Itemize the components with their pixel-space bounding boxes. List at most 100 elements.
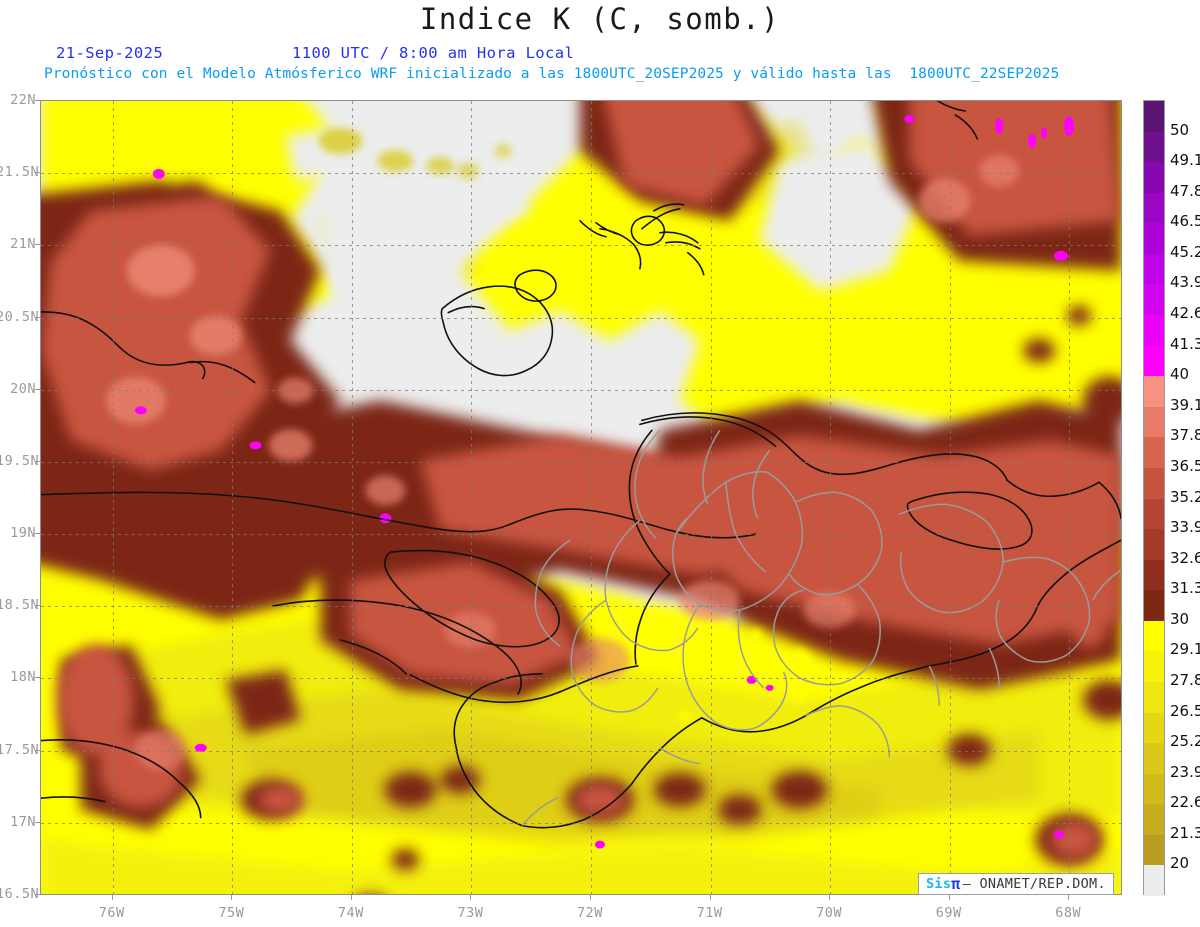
colorbar-tick-label: 49.1 bbox=[1170, 151, 1200, 170]
lat-tick bbox=[35, 172, 40, 174]
colorbar-tick-label: 25.2 bbox=[1170, 732, 1200, 751]
lon-tick bbox=[709, 895, 711, 900]
colorbar-tick-label: 26.5 bbox=[1170, 701, 1200, 720]
lon-tick bbox=[1068, 895, 1070, 900]
lat-label: 17.5N bbox=[0, 741, 40, 758]
lon-tick bbox=[350, 895, 352, 900]
lon-tick bbox=[829, 895, 831, 900]
colorbar-segment bbox=[1144, 498, 1164, 530]
colorbar-segment bbox=[1144, 376, 1164, 408]
lon-label: 68W bbox=[1055, 905, 1082, 921]
map-plot-area[interactable] bbox=[40, 100, 1122, 895]
colorbar-segment bbox=[1144, 804, 1164, 836]
lat-tick bbox=[35, 460, 40, 462]
colorbar-segment bbox=[1144, 406, 1164, 438]
lat-tick bbox=[35, 677, 40, 679]
lat-tick bbox=[35, 388, 40, 390]
colorbar-tick-label: 27.8 bbox=[1170, 670, 1200, 689]
lat-label: 22N bbox=[10, 92, 36, 108]
lat-tick bbox=[35, 605, 40, 607]
colorbar-tick-label: 22.6 bbox=[1170, 793, 1200, 812]
lat-label: 17N bbox=[10, 813, 36, 830]
colorbar-segment bbox=[1144, 529, 1164, 561]
colorbar-tick-label: 21.3 bbox=[1170, 823, 1200, 842]
colorbar-tick-label: 47.8 bbox=[1170, 181, 1200, 200]
lon-label: 76W bbox=[98, 905, 125, 921]
lat-tick bbox=[35, 821, 40, 823]
lon-tick bbox=[231, 895, 233, 900]
colorbar-tick-label: 40 bbox=[1170, 365, 1190, 384]
colorbar-segment bbox=[1144, 162, 1164, 194]
k-index-field bbox=[41, 101, 1121, 894]
lon-tick bbox=[948, 895, 950, 900]
colorbar-tick-label: 50 bbox=[1170, 120, 1190, 139]
lat-tick bbox=[35, 533, 40, 535]
colorbar-segment bbox=[1144, 590, 1164, 622]
colorbar-segment bbox=[1144, 773, 1164, 805]
lat-label: 20N bbox=[10, 380, 36, 397]
colorbar-segment bbox=[1144, 315, 1164, 347]
page-title: Indice K (C, somb.) bbox=[419, 2, 781, 36]
colorbar-tick-label: 41.3 bbox=[1170, 334, 1200, 353]
lat-label: 18.5N bbox=[0, 597, 40, 614]
colorbar-segment bbox=[1144, 223, 1164, 255]
colorbar-segment bbox=[1144, 253, 1164, 286]
lon-tick bbox=[589, 895, 591, 900]
lon-tick bbox=[111, 895, 113, 900]
colorbar-tick-label: 31.3 bbox=[1170, 579, 1200, 598]
lat-label: 19N bbox=[10, 525, 36, 542]
colorbar-segment bbox=[1144, 620, 1164, 652]
colorbar-segment bbox=[1144, 559, 1164, 591]
lat-tick bbox=[35, 749, 40, 751]
colorbar-tick-label: 36.5 bbox=[1170, 456, 1200, 475]
colorbar bbox=[1143, 100, 1165, 896]
subtitle-row: 21-Sep-2025 1100 UTC / 8:00 am Hora Loca… bbox=[0, 44, 1200, 64]
colorbar-segment bbox=[1144, 712, 1164, 744]
lat-label: 18N bbox=[10, 669, 36, 686]
pi-logo-icon: π bbox=[951, 875, 961, 893]
colorbar-segment bbox=[1144, 651, 1164, 683]
colorbar-segment bbox=[1144, 743, 1164, 775]
colorbar-tick-label: 32.6 bbox=[1170, 548, 1200, 567]
colorbar-tick-label: 20 bbox=[1170, 854, 1190, 873]
colorbar-tick-label: 39.1 bbox=[1170, 395, 1200, 414]
colorbar-tick-label: 35.2 bbox=[1170, 487, 1200, 506]
colorbar-tick-label: 45.2 bbox=[1170, 242, 1200, 261]
colorbar-tick-label: 37.8 bbox=[1170, 426, 1200, 445]
lon-label: 70W bbox=[816, 905, 843, 921]
colorbar-segment bbox=[1144, 345, 1164, 377]
colorbar-tick-label: 42.6 bbox=[1170, 304, 1200, 323]
colorbar-tick-label: 46.5 bbox=[1170, 212, 1200, 231]
colorbar-tick-label: 33.9 bbox=[1170, 518, 1200, 537]
lon-label: 75W bbox=[218, 905, 245, 921]
colorbar-tick-label: 30 bbox=[1170, 609, 1190, 628]
colorbar-segment bbox=[1144, 101, 1164, 133]
lon-label: 72W bbox=[577, 905, 603, 921]
colorbar-segment bbox=[1144, 437, 1164, 469]
valid-time: 1100 UTC / 8:00 am Hora Local bbox=[292, 44, 575, 62]
colorbar-segment bbox=[1144, 467, 1164, 500]
lon-label: 71W bbox=[696, 905, 723, 921]
lat-label: 21.5N bbox=[0, 164, 40, 181]
colorbar-tick-label: 23.9 bbox=[1170, 762, 1200, 781]
colorbar-segment-under bbox=[1144, 865, 1164, 896]
sis-logo-text: Sis bbox=[926, 876, 952, 892]
colorbar-tick-label: 43.9 bbox=[1170, 273, 1200, 292]
forecast-date: 21-Sep-2025 bbox=[56, 44, 164, 62]
lat-tick bbox=[35, 316, 40, 318]
lon-tick bbox=[470, 895, 472, 900]
lat-label: 20.5N bbox=[0, 308, 40, 325]
colorbar-tick-label: 29.1 bbox=[1170, 640, 1200, 659]
lat-tick bbox=[35, 244, 40, 246]
lon-label: 74W bbox=[337, 905, 364, 921]
colorbar-segment bbox=[1144, 681, 1164, 714]
agency-name: – ONAMET/REP.DOM. bbox=[962, 876, 1106, 892]
lat-tick bbox=[35, 894, 40, 895]
lat-label: 19.5N bbox=[0, 452, 40, 469]
model-description: Pronóstico con el Modelo Atmósferico WRF… bbox=[44, 66, 1060, 82]
colorbar-segment bbox=[1144, 834, 1164, 867]
colorbar-segment bbox=[1144, 131, 1164, 163]
lon-label: 73W bbox=[457, 905, 484, 921]
lat-label: 21N bbox=[10, 236, 36, 253]
